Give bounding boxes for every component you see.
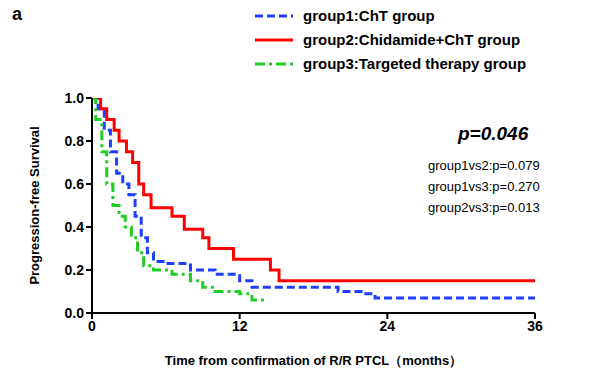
svg-text:0.8: 0.8 xyxy=(65,133,85,149)
svg-text:group2:Chidamide+ChT group: group2:Chidamide+ChT group xyxy=(303,31,520,48)
svg-text:0.0: 0.0 xyxy=(65,305,85,321)
svg-text:p=0.046: p=0.046 xyxy=(457,123,529,144)
svg-text:group3:Targeted therapy group: group3:Targeted therapy group xyxy=(303,55,526,72)
svg-text:group1:ChT group: group1:ChT group xyxy=(303,7,435,24)
svg-text:12: 12 xyxy=(232,318,248,334)
svg-text:0.2: 0.2 xyxy=(65,262,85,278)
svg-text:24: 24 xyxy=(380,318,396,334)
svg-text:Progression-free Survival: Progression-free Survival xyxy=(27,126,42,284)
svg-text:36: 36 xyxy=(527,318,543,334)
svg-text:group1vs3:p=0.270: group1vs3:p=0.270 xyxy=(428,179,540,194)
svg-text:a: a xyxy=(12,4,23,24)
svg-text:1.0: 1.0 xyxy=(65,90,85,106)
svg-text:group2vs3:p=0.013: group2vs3:p=0.013 xyxy=(428,200,540,215)
svg-text:group1vs2:p=0.079: group1vs2:p=0.079 xyxy=(428,158,540,173)
svg-text:0.6: 0.6 xyxy=(65,176,85,192)
svg-text:0: 0 xyxy=(88,318,96,334)
svg-text:Time from confirmation of R/R: Time from confirmation of R/R PTCL（month… xyxy=(165,353,462,368)
svg-text:0.4: 0.4 xyxy=(65,219,85,235)
